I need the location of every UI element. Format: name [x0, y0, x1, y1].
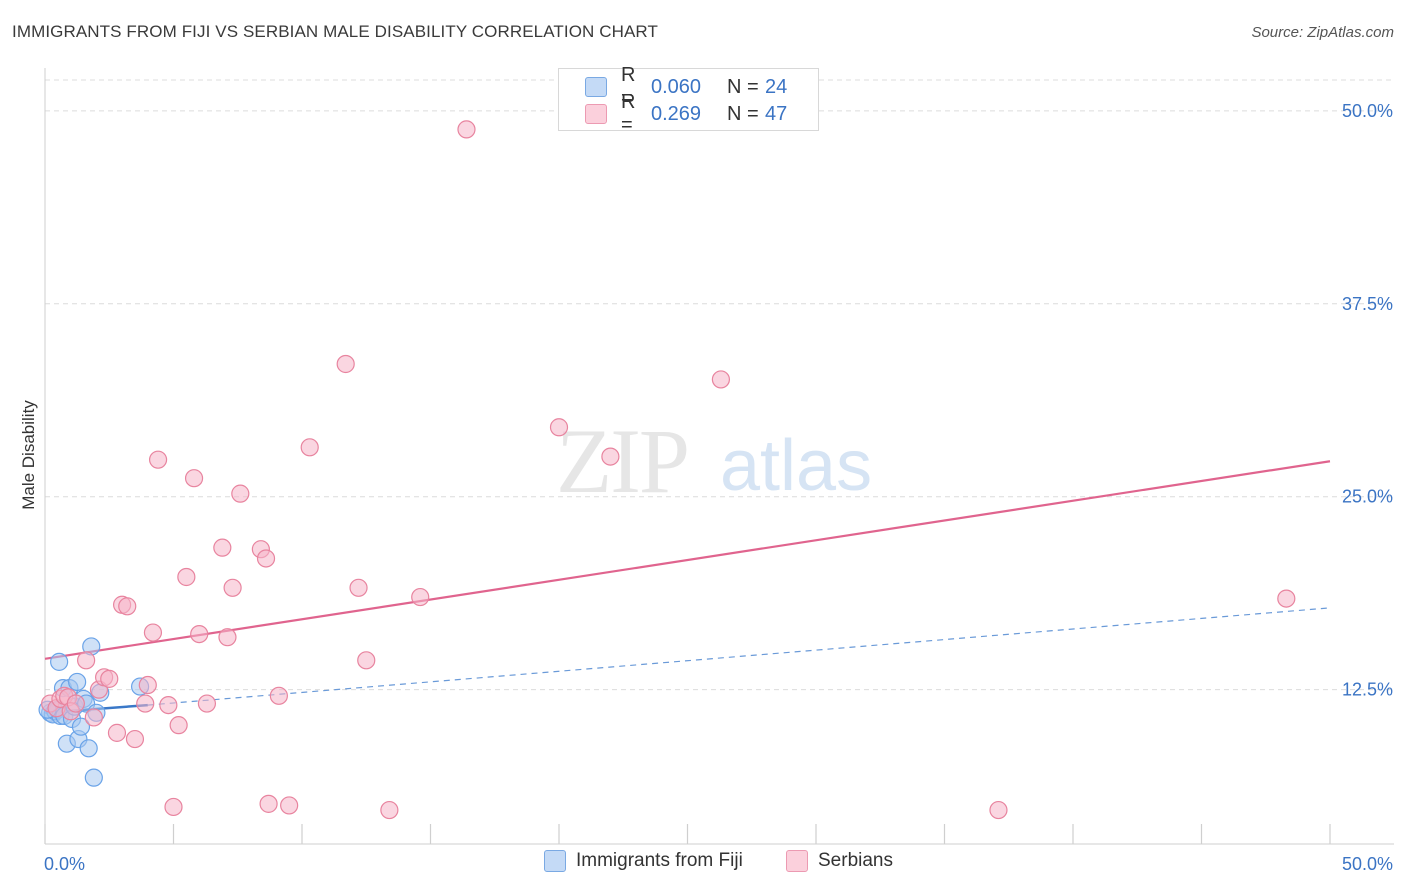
r-label: R = [621, 64, 636, 109]
n-label: N = [727, 102, 759, 125]
serbian-point [269, 686, 288, 705]
x-tick-label-min: 0.0% [44, 854, 85, 874]
serbian-point [231, 484, 250, 503]
y-tick-label: 12.5% [1342, 680, 1393, 700]
serbian-point [349, 578, 368, 597]
serbian-point [77, 651, 96, 670]
source-label: Source: ZipAtlas.com [1251, 24, 1394, 41]
n-value: 24 [765, 75, 788, 98]
legend-swatch-fiji [544, 850, 566, 872]
serbian-trend-line [44, 460, 1331, 660]
serbian-point [336, 354, 355, 374]
legend-item-serbians: Serbians [786, 850, 893, 872]
serbian-point [380, 800, 399, 820]
legend-swatch-serbians [585, 104, 607, 124]
serbian-point [1277, 589, 1296, 608]
serbian-point [300, 438, 319, 457]
serbian-point [125, 729, 145, 749]
serbian-point [143, 623, 163, 642]
serbian-point [190, 624, 209, 644]
n-value: 47 [765, 102, 788, 125]
serbian-point [280, 796, 299, 815]
chart-title: IMMIGRANTS FROM FIJI VS SERBIAN MALE DIS… [12, 22, 658, 41]
serbian-point [164, 797, 183, 817]
serbian-point [197, 694, 217, 713]
fiji-point [68, 672, 87, 692]
serbian-point [711, 370, 731, 389]
legend-row-fiji: R = 0.060 N = 24 [585, 64, 788, 109]
x-tick-label-max: 50.0% [1342, 854, 1393, 874]
fiji-point [79, 739, 98, 758]
legend-label-serbians: Serbians [818, 850, 893, 871]
fiji-trend-extrapolation [147, 607, 1331, 706]
serbian-point [66, 694, 85, 713]
y-tick-label: 37.5% [1342, 294, 1393, 314]
serbian-point [138, 675, 157, 695]
watermark: ZIP atlas [556, 410, 872, 512]
legend-label-fiji: Immigrants from Fiji [576, 850, 743, 871]
serbian-point [989, 800, 1008, 820]
y-tick-label: 50.0% [1342, 101, 1393, 121]
serbian-point [549, 418, 569, 437]
data-points [38, 120, 1296, 820]
serbian-point [107, 723, 127, 742]
serbian-point [118, 597, 137, 616]
serbian-point [411, 587, 430, 607]
serbian-point [177, 567, 196, 587]
legend-item-fiji: Immigrants from Fiji [544, 850, 743, 872]
fiji-point [84, 768, 103, 787]
fiji-point [71, 717, 91, 736]
serbian-point [457, 120, 476, 139]
watermark-atlas: atlas [720, 426, 872, 506]
serbian-point [136, 694, 155, 713]
legend-swatch-serbians [786, 850, 808, 872]
r-label: R = [621, 91, 636, 136]
serbian-point [84, 708, 103, 727]
y-tick-label: 25.0% [1342, 487, 1393, 507]
n-label: N = [727, 75, 759, 98]
serbian-point [169, 716, 188, 735]
serbian-point [218, 628, 237, 647]
serbian-point [357, 651, 376, 670]
fiji-point [50, 652, 69, 671]
serbian-point [184, 469, 204, 488]
r-value: 0.269 [651, 102, 702, 125]
serbian-point [213, 538, 232, 557]
y-axis-label: Male Disability [19, 400, 38, 510]
serbian-point [159, 695, 178, 715]
correlation-legend: R = 0.060 N = 24 R = 0.269 N = 47 [558, 64, 819, 136]
serbian-point [256, 549, 276, 568]
legend-row-serbians: R = 0.269 N = 47 [585, 91, 788, 136]
series-legend: Immigrants from Fiji Serbians [0, 850, 1406, 878]
serbian-point [148, 450, 168, 469]
tick-labels: 12.5% 25.0% 37.5% 50.0% 0.0% 50.0% [44, 101, 1393, 874]
watermark-zip: ZIP [556, 410, 688, 512]
serbian-point [259, 794, 278, 813]
serbian-point [100, 669, 119, 688]
serbian-point [601, 447, 620, 466]
r-value: 0.060 [651, 75, 702, 98]
legend-swatch-fiji [585, 77, 607, 97]
serbian-point [223, 578, 242, 597]
